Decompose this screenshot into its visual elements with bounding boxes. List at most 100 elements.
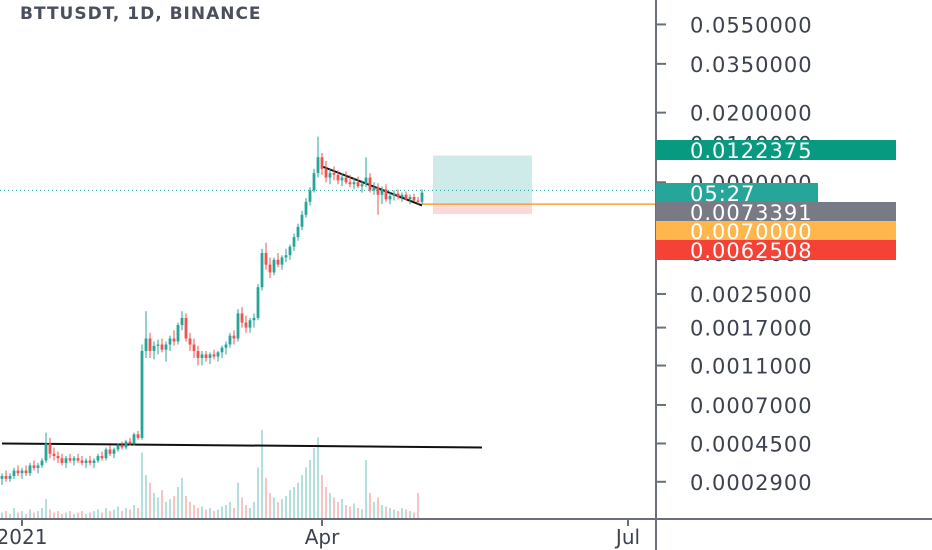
candle[interactable] <box>216 350 220 362</box>
candle[interactable] <box>80 455 84 466</box>
candle[interactable] <box>276 252 280 268</box>
candle[interactable] <box>4 470 8 482</box>
candle[interactable] <box>368 173 372 193</box>
candle[interactable] <box>36 462 40 474</box>
candle[interactable] <box>144 311 148 358</box>
candle[interactable] <box>40 458 44 468</box>
candle[interactable] <box>96 453 100 463</box>
candle[interactable] <box>312 168 316 193</box>
candle[interactable] <box>168 335 172 351</box>
candle[interactable] <box>112 447 116 459</box>
candle[interactable] <box>240 307 244 328</box>
candle[interactable] <box>16 465 20 476</box>
candle[interactable] <box>384 184 388 202</box>
candle[interactable] <box>356 176 360 189</box>
candle[interactable] <box>300 210 304 231</box>
candle[interactable] <box>420 189 424 205</box>
candle[interactable] <box>244 315 248 333</box>
candle[interactable] <box>176 322 180 345</box>
candle[interactable] <box>100 451 104 461</box>
candle[interactable] <box>104 447 108 461</box>
candles[interactable] <box>0 136 424 485</box>
candle[interactable] <box>284 248 288 263</box>
candle[interactable] <box>408 194 412 205</box>
candle[interactable] <box>52 447 56 461</box>
candle[interactable] <box>108 445 112 456</box>
candle[interactable] <box>192 338 196 358</box>
candle[interactable] <box>88 455 92 466</box>
candle[interactable] <box>392 190 396 201</box>
candle[interactable] <box>204 350 208 362</box>
trendlines[interactable] <box>1 165 483 449</box>
candle[interactable] <box>56 451 60 463</box>
candle[interactable] <box>172 330 176 346</box>
candle[interactable] <box>124 439 128 450</box>
candle[interactable] <box>72 455 76 466</box>
candle[interactable] <box>160 338 164 353</box>
candle[interactable] <box>304 198 308 218</box>
candle[interactable] <box>320 152 324 175</box>
price-axis[interactable]: 0.05500000.03500000.02000000.01400000.00… <box>655 0 813 550</box>
candle[interactable] <box>136 430 140 440</box>
candle[interactable] <box>200 350 204 366</box>
candle[interactable] <box>152 341 156 360</box>
candle[interactable] <box>128 437 132 446</box>
candle[interactable] <box>248 317 252 333</box>
candle[interactable] <box>12 467 16 479</box>
candle[interactable] <box>32 460 36 471</box>
candle[interactable] <box>360 180 364 193</box>
candle[interactable] <box>308 187 312 206</box>
candle[interactable] <box>212 349 216 360</box>
candle[interactable] <box>28 462 32 476</box>
candle[interactable] <box>44 432 48 463</box>
candle[interactable] <box>224 341 228 355</box>
target-zone[interactable] <box>433 155 532 205</box>
candle[interactable] <box>148 332 152 358</box>
candle[interactable] <box>296 223 300 241</box>
time-axis[interactable]: 2021 Apr Jul <box>0 518 932 549</box>
candle[interactable] <box>324 160 328 183</box>
candle[interactable] <box>64 455 68 468</box>
candle[interactable] <box>364 157 368 188</box>
candle[interactable] <box>236 309 240 342</box>
candle[interactable] <box>208 352 212 364</box>
candle[interactable] <box>292 233 296 251</box>
stop-zone[interactable] <box>433 204 532 215</box>
candle[interactable] <box>0 473 4 485</box>
candle[interactable] <box>20 467 24 479</box>
candle[interactable] <box>272 257 276 276</box>
candle[interactable] <box>412 193 416 202</box>
candle[interactable] <box>416 197 420 205</box>
candle[interactable] <box>24 465 28 476</box>
candle[interactable] <box>376 183 380 215</box>
candle[interactable] <box>188 332 192 351</box>
candle[interactable] <box>404 191 408 201</box>
candle[interactable] <box>228 332 232 348</box>
candle[interactable] <box>220 345 224 358</box>
candle[interactable] <box>84 458 88 468</box>
candle[interactable] <box>252 313 256 328</box>
candle[interactable] <box>132 432 136 446</box>
candle[interactable] <box>196 345 200 366</box>
candle[interactable] <box>48 437 52 459</box>
candle[interactable] <box>8 473 12 482</box>
candle[interactable] <box>76 453 80 463</box>
trendline-2[interactable] <box>321 165 423 207</box>
candle[interactable] <box>280 255 284 270</box>
candle[interactable] <box>92 458 96 468</box>
candle[interactable] <box>372 182 376 195</box>
candle[interactable] <box>396 189 400 200</box>
candle[interactable] <box>380 186 384 205</box>
candle[interactable] <box>264 242 268 270</box>
candle[interactable] <box>332 166 336 181</box>
candle[interactable] <box>344 171 348 185</box>
candle[interactable] <box>328 168 332 185</box>
candle[interactable] <box>288 244 292 260</box>
candle[interactable] <box>184 313 188 342</box>
candle[interactable] <box>336 170 340 185</box>
candle[interactable] <box>388 192 392 205</box>
candle[interactable] <box>68 453 72 463</box>
candle[interactable] <box>164 341 168 362</box>
candle[interactable] <box>116 443 120 452</box>
long-position-tool[interactable] <box>433 155 532 215</box>
